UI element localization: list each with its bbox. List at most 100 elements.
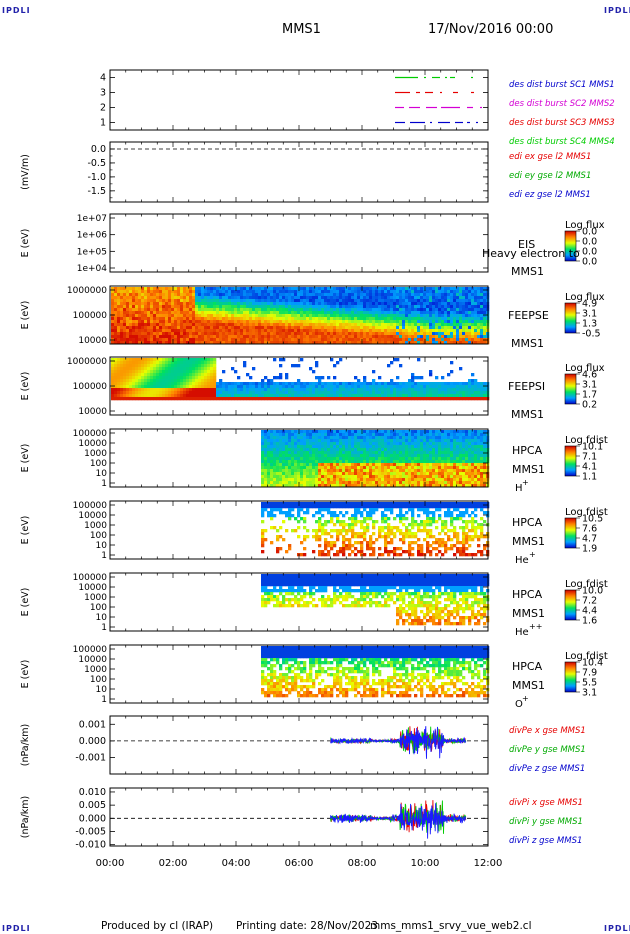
hpca-h-pixel [276,460,280,464]
feepse-pixel [231,326,235,330]
burst-panel-legend-entry: des dist burst SC2 MMS2 [509,99,615,109]
hpca-h-pixel [291,472,295,476]
feepse-pixel [405,341,409,345]
feepse-pixel [120,296,124,300]
feepsi-pixel [339,388,343,392]
feepse-pixel [384,290,388,294]
hpca-h-pixel [297,460,301,464]
feepse-pixel [390,290,394,294]
feepse-pixel [177,299,181,303]
feepse-pixel [363,341,367,345]
hpca-h-pixel [348,469,352,473]
feepse-pixel [348,290,352,294]
feepse-pixel [396,326,400,330]
hpca-h-pixel [300,463,304,467]
hpca-h-pixel [279,484,283,488]
feepse-pixel [129,317,133,321]
feepse-pixel [225,341,229,345]
feepse-pixel [258,338,262,342]
feepse-pixel [210,323,214,327]
feepse-pixel [273,296,277,300]
feepse-pixel [129,332,133,336]
feepsi-pixel [420,397,424,401]
feepse-pixel [180,287,184,291]
feepse-pixel [162,323,166,327]
feepse-pixel [240,302,244,306]
feepsi-instrument-label: FEEPSI [508,380,545,393]
feepse-pixel [312,290,316,294]
hpca-h-pixel [381,469,385,473]
feepsi-pixel [300,382,304,386]
feepsi-pixel [411,373,415,377]
feepse-pixel [351,332,355,336]
hpca-h-pixel [378,442,382,446]
feepse-pixel [267,323,271,327]
feepsi-pixel [198,388,202,392]
feepsi-pixel [162,394,166,398]
feepse-pixel [381,302,385,306]
feepsi-pixel [351,394,355,398]
feepsi-pixel [153,385,157,389]
feepse-pixel [114,341,118,345]
feepsi-pixel [216,397,220,401]
hpca-h-pixel [345,466,349,470]
feepsi-pixel [447,388,451,392]
feepse-pixel [162,320,166,324]
feepse-pixel [144,305,148,309]
hpca-h-pixel [372,454,376,458]
hpca-h-pixel [423,448,427,452]
feepse-pixel [144,299,148,303]
feepsi-pixel [123,385,127,389]
feepse-pixel [321,302,325,306]
hpca-h-pixel [297,478,301,482]
feepse-pixel [405,290,409,294]
feepse-pixel [174,302,178,306]
hpca-h-pixel [351,445,355,449]
feepse-pixel [366,329,370,333]
hpca-h-pixel [339,466,343,470]
feepsi-pixel [405,394,409,398]
hpca-h-pixel [396,463,400,467]
feepse-pixel [465,293,469,297]
feepse-pixel [249,308,253,312]
feepse-pixel [324,305,328,309]
feepsi-pixel [177,364,181,368]
feepse-pixel [201,308,205,312]
feepse-pixel [246,290,250,294]
feepsi-pixel [390,388,394,392]
eis-panel-ytick-label: 1e+07 [77,214,107,224]
hpca-h-pixel [267,484,271,488]
feepse-pixel [129,314,133,318]
feepsi-pixel [414,391,418,395]
feepse-pixel [417,302,421,306]
feepsi-pixel [399,397,403,401]
hpca-h-pixel [342,442,346,446]
feepsi-pixel [363,391,367,395]
feepse-pixel [483,332,487,336]
feepse-pixel [477,290,481,294]
feepse-pixel [366,308,370,312]
hpca-h-pixel [270,445,274,449]
hpca-h-pixel [294,460,298,464]
hpca-h-pixel [300,436,304,440]
feepsi-pixel [153,376,157,380]
feepsi-pixel [189,376,193,380]
feepsi-pixel [372,385,376,389]
feepsi-pixel [423,394,427,398]
feepse-pixel [354,335,358,339]
feepse-pixel [126,323,130,327]
feepsi-pixel [189,388,193,392]
feepse-pixel [162,326,166,330]
feepse-pixel [357,335,361,339]
hpca-h-pixel [381,439,385,443]
feepse-pixel [408,332,412,336]
feepse-pixel [192,305,196,309]
feepse-pixel [363,287,367,291]
feepse-pixel [186,308,190,312]
feepse-pixel [303,296,307,300]
hpca-h-pixel [297,472,301,476]
feepsi-pixel [360,394,364,398]
feepse-pixel [372,314,376,318]
feepsi-pixel [267,394,271,398]
feepse-pixel [240,341,244,345]
